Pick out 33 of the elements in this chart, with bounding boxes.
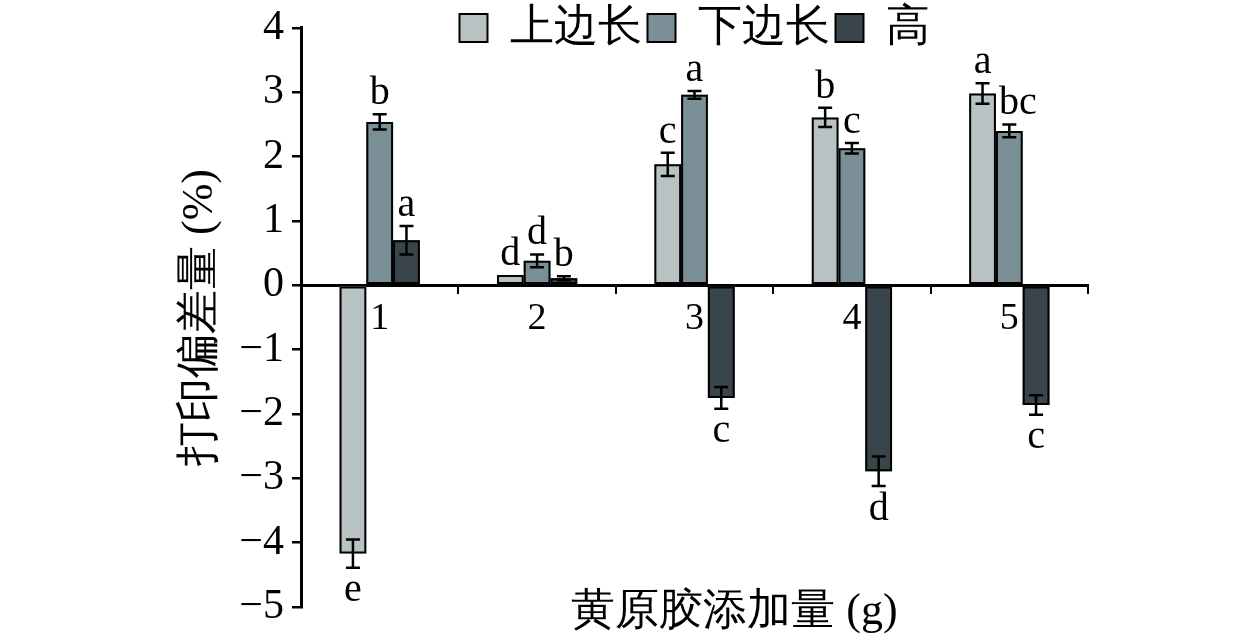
y-tick-label: −5 <box>239 581 284 628</box>
x-tick-label: 1 <box>370 295 390 338</box>
data-label: b <box>369 68 390 114</box>
data-label: c <box>1027 412 1045 458</box>
y-tick-label: 0 <box>263 259 284 306</box>
data-label: c <box>712 406 731 452</box>
data-label: bc <box>998 78 1037 124</box>
y-tick-label: 1 <box>263 195 284 241</box>
data-label: d <box>500 229 521 275</box>
y-axis-title: 打印偏差量 (%) <box>172 168 222 467</box>
y-tick-label: −1 <box>239 323 284 370</box>
data-label: a <box>397 180 416 226</box>
data-label: b <box>553 230 574 276</box>
data-label: d <box>868 483 889 529</box>
x-tick-label: 2 <box>527 295 547 338</box>
data-label: a <box>973 37 992 83</box>
y-tick-label: −3 <box>239 452 284 499</box>
data-label: c <box>843 97 861 143</box>
data-label: e <box>344 565 362 611</box>
legend-label: 高 <box>885 0 930 50</box>
x-axis-title: 黄原胶添加量 (g) <box>571 584 898 634</box>
data-label: c <box>658 106 677 152</box>
y-tick-label: 2 <box>263 130 284 177</box>
data-label: b <box>815 61 836 107</box>
y-tick-label: −4 <box>239 516 284 563</box>
x-tick-label: 5 <box>999 295 1019 338</box>
y-tick-label: 4 <box>263 1 284 48</box>
legend-label: 上边长 <box>509 0 642 50</box>
x-tick-label: 3 <box>685 295 704 338</box>
x-tick-label: 4 <box>842 295 862 338</box>
y-tick-label: −2 <box>239 388 284 435</box>
data-label: d <box>527 208 548 254</box>
y-tick-label: 3 <box>263 66 284 113</box>
